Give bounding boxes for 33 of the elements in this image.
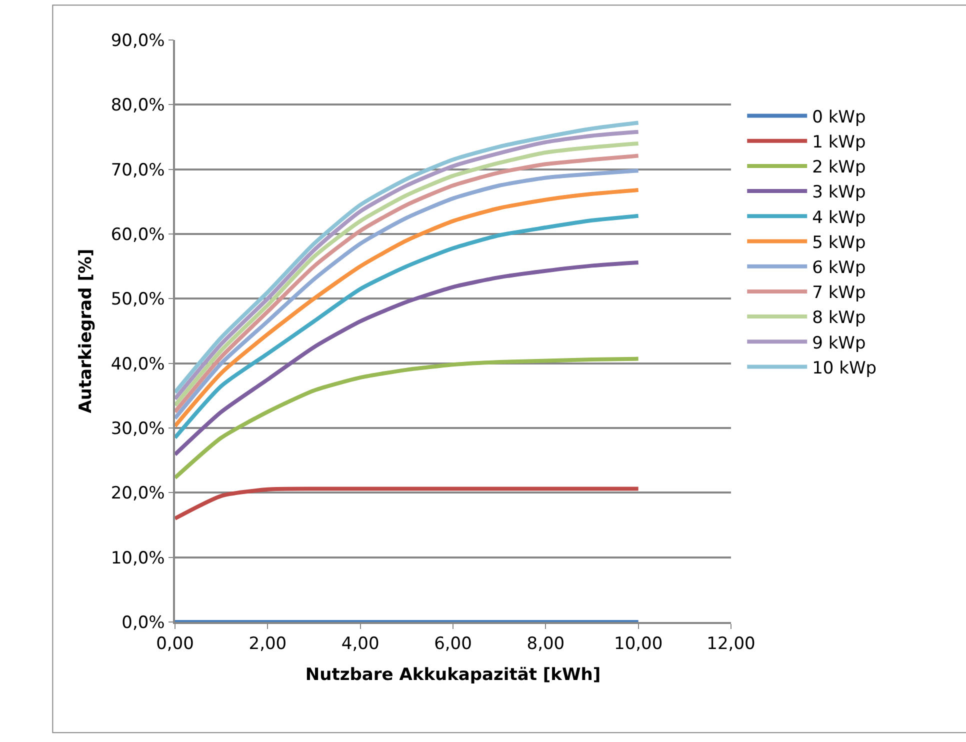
x-tick-label: 0,00 [156, 634, 194, 654]
y-tick-label: 90,0% [110, 30, 165, 51]
line-series [175, 486, 640, 521]
line-series [175, 356, 640, 480]
x-tick-label: 12,00 [706, 634, 756, 654]
y-tick-label: 20,0% [110, 484, 165, 504]
legend-label: 0 kWp [812, 107, 866, 128]
y-tick-label: 40,0% [110, 354, 165, 374]
y-tick-label: 80,0% [110, 96, 165, 116]
y-tick-label: 50,0% [110, 290, 165, 310]
x-axis-title: Nutzbare Akkukapazität [kWh] [305, 665, 601, 686]
x-tick-label: 10,00 [614, 634, 663, 654]
legend-label: 10 kWp [812, 358, 877, 378]
legend-label: 9 kWp [812, 333, 866, 354]
y-tick-label: 0,0% [122, 612, 165, 633]
y-tick-label: 10,0% [110, 548, 165, 568]
legend-label: 1 kWp [812, 132, 866, 152]
legend-label: 2 kWp [812, 158, 866, 178]
legend-label: 4 kWp [812, 208, 866, 228]
legend-label: 6 kWp [812, 258, 866, 278]
legend-label: 3 kWp [812, 182, 866, 203]
legend-label: 8 kWp [812, 308, 866, 328]
x-tick-label: 6,00 [434, 634, 472, 654]
y-axis-title: Autarkiegrad [%] [76, 248, 96, 414]
x-tick-label: 8,00 [526, 634, 565, 654]
x-tick-label: 4,00 [341, 634, 380, 654]
legend-label: 5 kWp [812, 232, 866, 253]
legend-label: 7 kWp [812, 283, 866, 304]
y-tick-label: 60,0% [110, 224, 165, 245]
y-tick-label: 30,0% [110, 418, 165, 439]
x-tick-label: 2,00 [248, 634, 287, 654]
line-series [175, 260, 640, 457]
y-tick-label: 70,0% [110, 160, 165, 180]
